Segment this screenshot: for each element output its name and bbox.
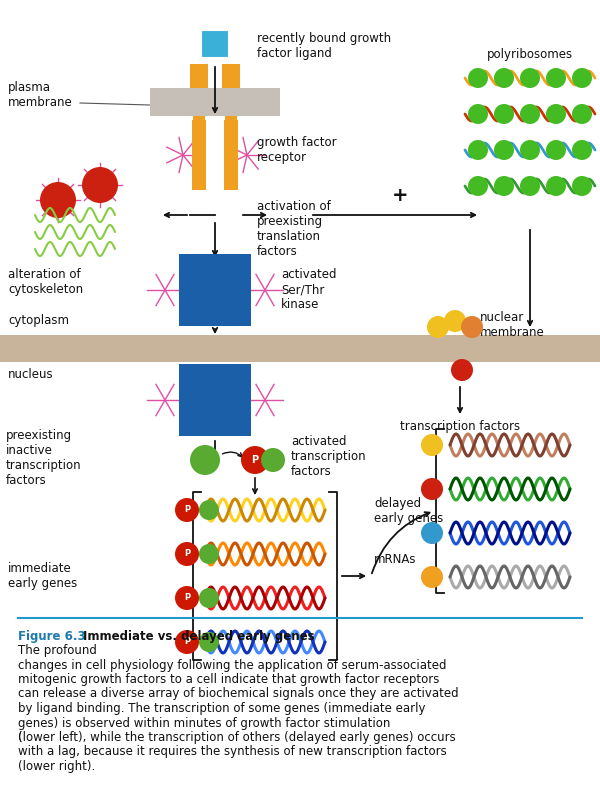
Circle shape [572, 68, 592, 88]
Text: P: P [184, 505, 190, 514]
Text: growth factor
receptor: growth factor receptor [257, 136, 337, 164]
Text: P: P [184, 594, 190, 603]
FancyBboxPatch shape [0, 335, 600, 362]
Text: with a lag, because it requires the synthesis of new transcription factors: with a lag, because it requires the synt… [18, 745, 447, 758]
Text: delayed
early genes: delayed early genes [374, 497, 443, 525]
Circle shape [421, 522, 443, 544]
Circle shape [520, 140, 540, 160]
FancyBboxPatch shape [190, 64, 208, 109]
Circle shape [572, 176, 592, 196]
Text: plasma
membrane: plasma membrane [8, 81, 73, 109]
Text: activated
transcription
factors: activated transcription factors [291, 435, 367, 478]
Circle shape [82, 167, 118, 203]
Circle shape [520, 68, 540, 88]
Text: polyribosomes: polyribosomes [487, 48, 573, 61]
Text: Immediate vs. delayed early genes: Immediate vs. delayed early genes [83, 630, 314, 643]
Text: (: ( [18, 731, 23, 744]
Circle shape [468, 68, 488, 88]
Text: (lower right).: (lower right). [18, 760, 95, 773]
Text: transcription factors: transcription factors [400, 420, 520, 433]
Circle shape [40, 182, 76, 218]
Circle shape [572, 104, 592, 124]
Text: P: P [184, 637, 190, 646]
Circle shape [261, 448, 285, 472]
Text: +: + [392, 186, 408, 205]
FancyBboxPatch shape [193, 109, 205, 134]
Circle shape [494, 104, 514, 124]
Text: activated
Ser/Thr
kinase: activated Ser/Thr kinase [281, 268, 337, 312]
Circle shape [461, 316, 483, 338]
FancyBboxPatch shape [225, 109, 237, 134]
Text: can release a diverse array of biochemical signals once they are activated: can release a diverse array of biochemic… [18, 688, 458, 701]
Text: recently bound growth
factor ligand: recently bound growth factor ligand [257, 32, 391, 60]
FancyBboxPatch shape [224, 120, 238, 190]
Circle shape [175, 498, 199, 522]
Circle shape [520, 104, 540, 124]
Text: The profound: The profound [18, 644, 97, 657]
Circle shape [546, 104, 566, 124]
FancyBboxPatch shape [222, 64, 240, 109]
Text: cytoplasm: cytoplasm [8, 314, 69, 327]
Text: genes) is observed within minutes of growth factor stimulation: genes) is observed within minutes of gro… [18, 717, 391, 730]
Circle shape [468, 140, 488, 160]
Circle shape [572, 140, 592, 160]
Circle shape [199, 632, 219, 652]
FancyBboxPatch shape [192, 120, 206, 190]
Circle shape [451, 359, 473, 381]
Text: preexisting
inactive
transcription
factors: preexisting inactive transcription facto… [6, 429, 82, 487]
Circle shape [546, 140, 566, 160]
FancyBboxPatch shape [179, 364, 251, 436]
Circle shape [494, 176, 514, 196]
Text: mitogenic growth factors to a cell indicate that growth factor receptors: mitogenic growth factors to a cell indic… [18, 673, 439, 686]
Circle shape [421, 566, 443, 588]
Text: Figure 6.3: Figure 6.3 [18, 630, 86, 643]
Circle shape [494, 68, 514, 88]
Circle shape [175, 542, 199, 566]
Circle shape [199, 588, 219, 608]
Text: alteration of
cytoskeleton: alteration of cytoskeleton [8, 268, 83, 296]
Text: P: P [251, 455, 259, 465]
Text: by ligand binding. The transcription of some genes (immediate early: by ligand binding. The transcription of … [18, 702, 425, 715]
Circle shape [421, 434, 443, 456]
Text: nucleus: nucleus [8, 368, 53, 381]
Text: mRNAs: mRNAs [374, 553, 416, 566]
Text: changes in cell physiology following the application of serum-associated: changes in cell physiology following the… [18, 659, 446, 671]
Circle shape [468, 176, 488, 196]
Text: activation of
preexisting
translation
factors: activation of preexisting translation fa… [257, 200, 331, 258]
Circle shape [175, 586, 199, 610]
Text: immediate
early genes: immediate early genes [8, 562, 77, 590]
Circle shape [421, 478, 443, 500]
Text: (lower left), while the transcription of others (delayed early genes) occurs: (lower left), while the transcription of… [18, 731, 456, 744]
Circle shape [546, 176, 566, 196]
Circle shape [199, 500, 219, 520]
FancyBboxPatch shape [150, 88, 280, 116]
Text: nuclear
membrane: nuclear membrane [480, 311, 545, 339]
Circle shape [520, 176, 540, 196]
Circle shape [175, 630, 199, 654]
Circle shape [494, 140, 514, 160]
Circle shape [190, 445, 220, 475]
Circle shape [444, 310, 466, 332]
FancyBboxPatch shape [179, 254, 251, 326]
Circle shape [199, 544, 219, 564]
Circle shape [546, 68, 566, 88]
Circle shape [468, 104, 488, 124]
Circle shape [427, 316, 449, 338]
Text: P: P [184, 549, 190, 559]
Circle shape [241, 446, 269, 474]
